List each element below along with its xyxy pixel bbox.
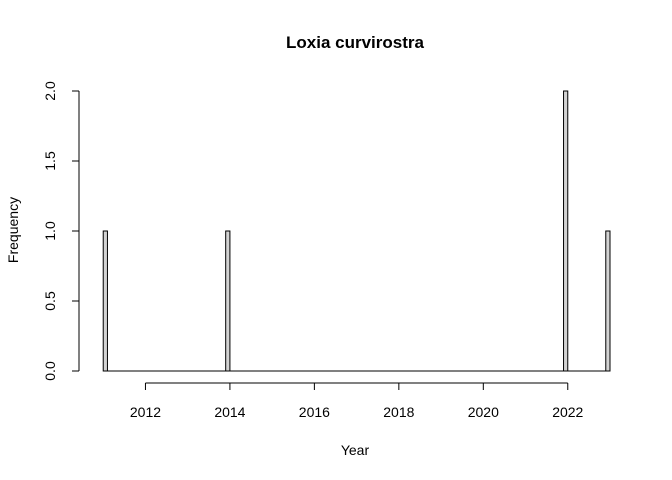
- chart-title: Loxia curvirostra: [286, 33, 424, 52]
- x-tick-label-2: 2016: [299, 404, 330, 420]
- x-tick-label-0: 2012: [130, 404, 161, 420]
- x-tick-label-5: 2022: [552, 404, 583, 420]
- y-axis-label: Frequency: [5, 197, 21, 263]
- x-tick-label-1: 2014: [214, 404, 245, 420]
- y-tick-label-0: 0.0: [42, 361, 58, 381]
- bar-0: [102, 230, 108, 372]
- x-axis: 2012 2014 2016 2018 2020 2022: [130, 382, 584, 420]
- y-tick-label-3: 1.5: [42, 151, 58, 171]
- y-axis: 0.0 0.5 1.0 1.5 2.0: [42, 81, 80, 381]
- x-tick-label-4: 2020: [468, 404, 499, 420]
- x-axis-label: Year: [341, 442, 370, 458]
- y-tick-label-1: 0.5: [42, 291, 58, 311]
- bars-group: [102, 90, 611, 372]
- y-tick-label-2: 1.0: [42, 221, 58, 241]
- bar-1: [225, 230, 231, 372]
- y-tick-label-4: 2.0: [42, 81, 58, 101]
- bar-2: [563, 90, 569, 372]
- bar-3: [605, 230, 611, 372]
- x-tick-label-3: 2018: [383, 404, 414, 420]
